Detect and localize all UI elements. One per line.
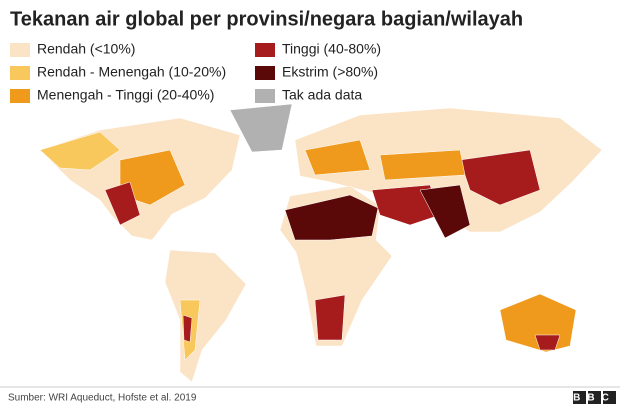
- legend-label: Rendah - Menengah (10-20%): [37, 64, 226, 80]
- legend-swatch: [10, 43, 30, 57]
- legend-swatch: [10, 66, 30, 80]
- region: [419, 184, 471, 239]
- region: [459, 149, 541, 206]
- legend-label: Rendah (<10%): [37, 41, 135, 57]
- logo-text: BBC: [573, 393, 616, 404]
- region: [379, 149, 466, 181]
- legend-label: Ekstrim (>80%): [282, 64, 378, 80]
- source: Sumber: WRI Aqueduct, Hofste et al. 2019: [8, 393, 197, 404]
- legend-label: Tak ada data: [282, 87, 362, 103]
- legend-label: Tinggi (40-80%): [282, 41, 381, 57]
- logo: BBC: [573, 391, 616, 404]
- legend: Rendah (<10%) Rendah - Menengah (10-20%) M…: [10, 41, 381, 103]
- legend-label: Menengah - Tinggi (20-40%): [37, 87, 214, 103]
- greenland: [229, 103, 293, 153]
- region: [182, 314, 193, 343]
- legend-swatch: [255, 66, 275, 80]
- title: Tekanan air global per provinsi/negara b…: [10, 8, 523, 30]
- region: [314, 294, 346, 341]
- legend-swatch: [255, 43, 275, 57]
- region: [104, 181, 141, 226]
- world-map: [39, 103, 603, 383]
- south-america: [164, 249, 247, 383]
- region: [304, 139, 371, 176]
- region: [534, 334, 561, 351]
- region: [284, 194, 379, 241]
- legend-swatch: [255, 89, 275, 103]
- legend-swatch: [10, 89, 30, 103]
- region: [39, 131, 121, 171]
